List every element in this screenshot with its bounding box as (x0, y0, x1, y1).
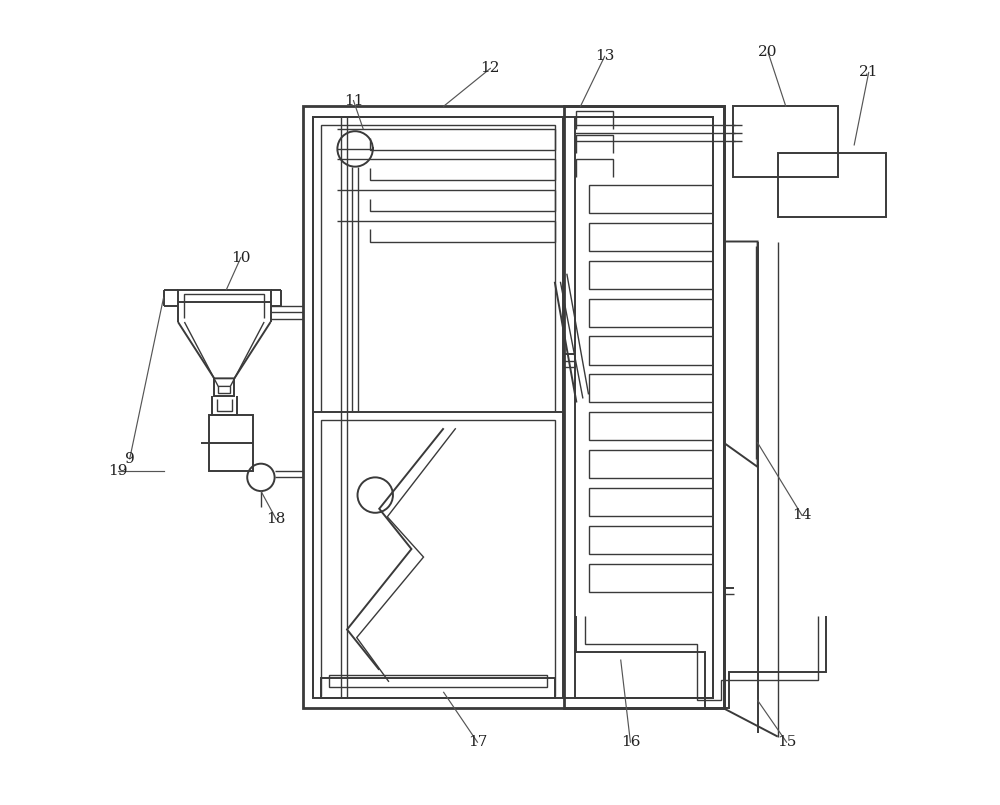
Text: 21: 21 (859, 65, 878, 80)
Text: 20: 20 (758, 45, 778, 60)
Text: 18: 18 (267, 512, 286, 526)
Bar (209, 415, 253, 471)
Bar (733, 106, 838, 177)
Bar (778, 153, 886, 217)
Text: 11: 11 (344, 93, 363, 108)
Text: 10: 10 (231, 250, 251, 265)
Text: 19: 19 (108, 464, 127, 478)
Text: 15: 15 (777, 735, 796, 749)
Text: 14: 14 (792, 508, 812, 522)
Bar (321, 678, 555, 698)
Bar (575, 117, 713, 698)
Text: 12: 12 (481, 61, 500, 76)
Bar (313, 117, 713, 698)
Bar (303, 106, 724, 708)
Text: 13: 13 (595, 49, 614, 64)
Bar (329, 675, 547, 687)
Bar (564, 106, 724, 708)
Text: 17: 17 (468, 735, 487, 749)
Text: 9: 9 (125, 452, 135, 466)
Text: 16: 16 (621, 735, 640, 749)
